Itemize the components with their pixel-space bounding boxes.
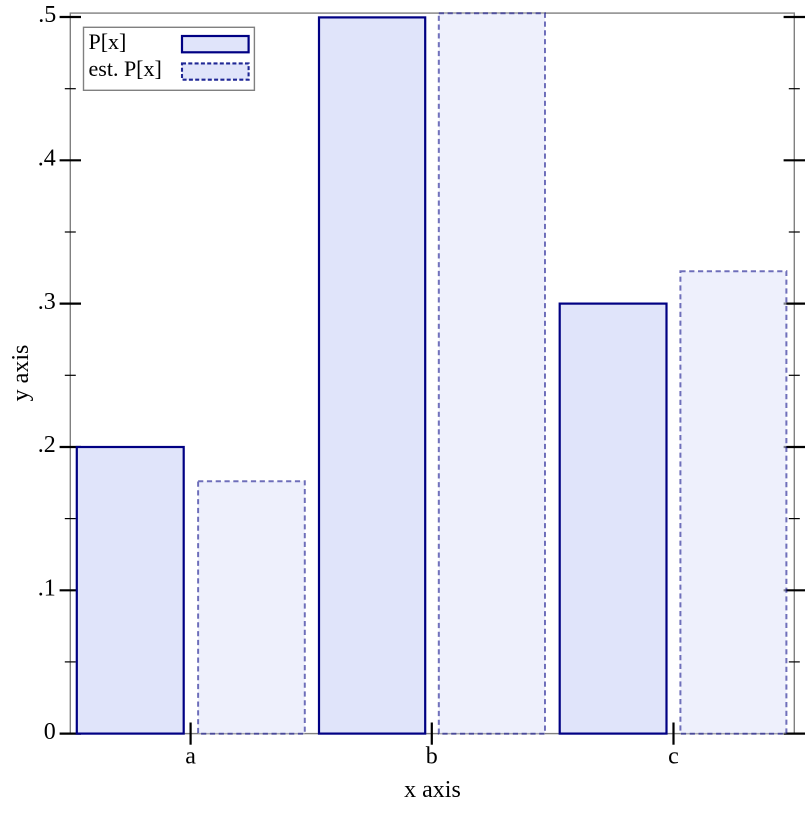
svg-text:.1: .1 (38, 576, 56, 602)
svg-text:est. P[x]: est. P[x] (89, 56, 162, 81)
svg-text:y axis: y axis (8, 345, 34, 402)
svg-text:0: 0 (44, 719, 56, 745)
svg-text:.2: .2 (38, 432, 56, 458)
svg-text:b: b (426, 744, 438, 770)
svg-text:c: c (668, 744, 679, 770)
svg-text:.4: .4 (38, 146, 56, 172)
svg-text:.3: .3 (38, 289, 56, 315)
svg-text:P[x]: P[x] (89, 29, 127, 54)
svg-text:.5: .5 (38, 2, 56, 28)
svg-text:a: a (185, 744, 196, 770)
svg-text:x axis: x axis (404, 777, 461, 803)
